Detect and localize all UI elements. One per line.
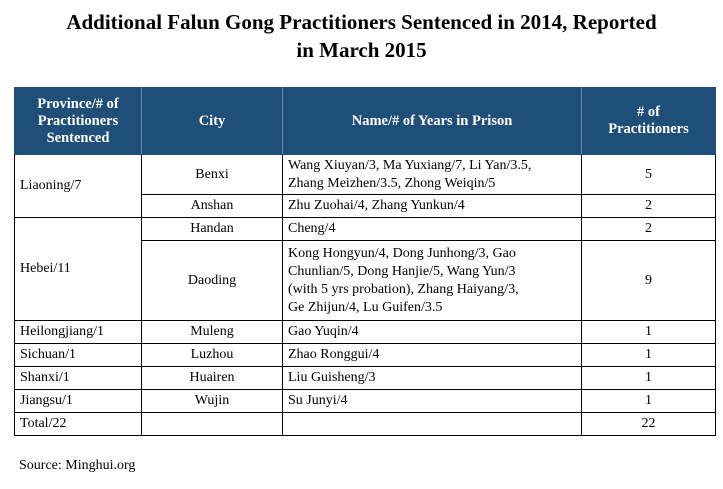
header-city: City	[141, 87, 283, 155]
total-count-cell: 22	[581, 412, 716, 436]
names-cell: Zhu Zuohai/4, Zhang Yunkun/4	[282, 194, 582, 218]
table-row: Heilongjiang/1 Muleng Gao Yuqin/4 1	[14, 320, 716, 344]
count-cell: 1	[581, 343, 716, 367]
province-cell: Sichuan/1	[14, 343, 142, 367]
count-cell: 1	[581, 389, 716, 413]
table-row: Sichuan/1 Luzhou Zhao Ronggui/4 1	[14, 343, 716, 367]
count-cell: 2	[581, 194, 716, 218]
total-label-cell: Total/22	[14, 412, 142, 436]
city-cell: Huairen	[141, 366, 283, 390]
header-count: # of Practitioners	[581, 87, 716, 155]
source-note: Source: Minghui.org	[19, 458, 136, 473]
city-cell: Anshan	[141, 194, 283, 218]
names-cell: Wang Xiuyan/3, Ma Yuxiang/7, Li Yan/3.5,…	[282, 154, 582, 195]
province-cell: Shanxi/1	[14, 366, 142, 390]
table-row: Hebei/11 Handan Cheng/4 2	[14, 217, 716, 321]
header-province: Province/# of Practitioners Sentenced	[14, 87, 142, 155]
sentencing-table: Province/# of Practitioners Sentenced Ci…	[14, 87, 716, 436]
table-row: Shanxi/1 Huairen Liu Guisheng/3 1	[14, 366, 716, 390]
city-cell: Muleng	[141, 320, 283, 344]
table-row: Anshan Zhu Zuohai/4, Zhang Yunkun/4 2	[15, 194, 716, 218]
province-cell: Hebei/11	[14, 217, 142, 321]
title-line-1: Additional Falun Gong Practitioners Sent…	[66, 10, 657, 34]
names-cell: Gao Yuqin/4	[282, 320, 582, 344]
names-cell: Cheng/4	[282, 217, 582, 241]
count-cell: 2	[581, 217, 716, 241]
city-cell: Wujin	[141, 389, 283, 413]
table-row: Daoding Kong Hongyun/4, Dong Junhong/3, …	[15, 240, 716, 321]
title-line-2: in March 2015	[296, 38, 427, 62]
city-cell: Luzhou	[141, 343, 283, 367]
names-cell: Zhao Ronggui/4	[282, 343, 582, 367]
count-cell: 1	[581, 320, 716, 344]
table-header-row: Province/# of Practitioners Sentenced Ci…	[14, 87, 716, 155]
province-cell: Heilongjiang/1	[14, 320, 142, 344]
city-cell	[141, 412, 283, 436]
names-cell: Liu Guisheng/3	[282, 366, 582, 390]
names-cell	[282, 412, 582, 436]
province-cell: Jiangsu/1	[14, 389, 142, 413]
city-cell: Daoding	[141, 240, 283, 321]
names-cell: Su Junyi/4	[282, 389, 582, 413]
province-cell: Liaoning/7	[14, 154, 142, 218]
count-cell: 9	[581, 240, 716, 321]
count-cell: 5	[581, 154, 716, 195]
page-title: Additional Falun Gong Practitioners Sent…	[0, 8, 723, 64]
table-total-row: Total/22 22	[14, 412, 716, 436]
table-row: Liaoning/7 Benxi Wang Xiuyan/3, Ma Yuxia…	[14, 154, 716, 218]
city-cell: Benxi	[141, 154, 283, 195]
count-cell: 1	[581, 366, 716, 390]
header-names: Name/# of Years in Prison	[282, 87, 582, 155]
city-cell: Handan	[141, 217, 283, 241]
table-row: Jiangsu/1 Wujin Su Junyi/4 1	[14, 389, 716, 413]
names-cell: Kong Hongyun/4, Dong Junhong/3, Gao Chunl…	[282, 240, 582, 321]
